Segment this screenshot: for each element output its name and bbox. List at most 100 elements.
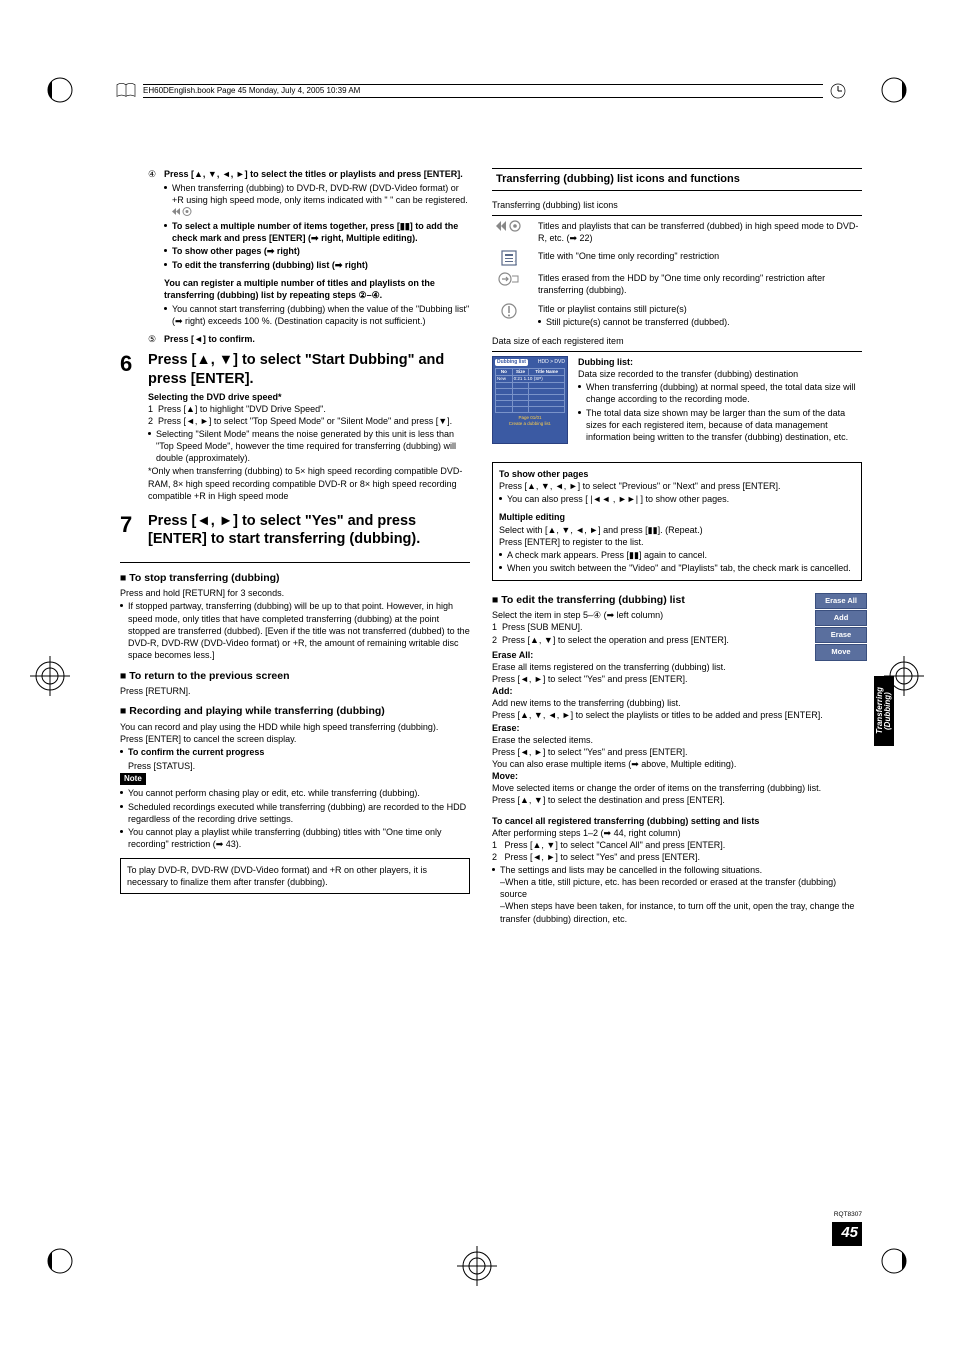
- dubbing-list-box: Dubbing list HDD > DVD NoSizeTitle Name …: [492, 356, 568, 444]
- pages-multi-box: To show other pages Press [▲, ▼, ◄, ►] t…: [492, 462, 862, 581]
- rec-h: Recording and playing while transferring…: [120, 705, 470, 719]
- edit-h: To edit the transferring (dubbing) list: [492, 593, 862, 607]
- i4: Title or playlist contains still picture…: [538, 303, 862, 329]
- rec-p2: Press [ENTER] to cancel the screen displ…: [120, 733, 470, 745]
- left-column: ④ Press [▲, ▼, ◄, ►] to select the title…: [120, 168, 470, 926]
- edit-menu: Erase All Add Erase Move: [815, 593, 867, 662]
- menu-add[interactable]: Add: [815, 610, 867, 626]
- step4: ④ Press [▲, ▼, ◄, ►] to select the title…: [164, 168, 470, 327]
- step5-num: ⑤: [148, 333, 156, 345]
- move-h: Move:: [492, 770, 862, 782]
- pages-h: To show other pages: [499, 468, 855, 480]
- dub-b2: The total data size shown may be larger …: [578, 407, 862, 443]
- erase-3: You can also erase multiple items (➡ abo…: [492, 758, 862, 770]
- note-label: Note: [120, 773, 146, 786]
- eraseall-1: Erase all items registered on the transf…: [492, 661, 862, 673]
- right-column: Transferring (dubbing) list icons and fu…: [492, 168, 862, 926]
- cancel-0: After performing steps 1–2 (➡ 44, right …: [492, 827, 862, 839]
- dub-title: Dubbing list:: [578, 356, 862, 368]
- step4-num: ④: [148, 168, 156, 180]
- step6-sel: Selecting the DVD drive speed*: [148, 391, 470, 403]
- multi-b2: When you switch between the "Video" and …: [499, 562, 855, 574]
- menu-erase-all[interactable]: Erase All: [815, 593, 867, 609]
- rec-n3: You cannot play a playlist while transfe…: [120, 826, 470, 850]
- cancel-b1: The settings and lists may be cancelled …: [492, 864, 862, 925]
- data-hdr: Data size of each registered item: [492, 335, 862, 347]
- regmark-br: [874, 1241, 914, 1281]
- erase-h: Erase:: [492, 722, 862, 734]
- s4-b4: To edit the transferring (dubbing) list …: [164, 259, 470, 271]
- move-2: Press [▲, ▼] to select the destination a…: [492, 794, 862, 806]
- clock-icon: [829, 82, 847, 100]
- regmark-ml: [30, 656, 70, 696]
- dub-b1: When transferring (dubbing) at normal sp…: [578, 381, 862, 405]
- step7-num: 7: [120, 512, 132, 538]
- page-num: 45: [832, 1222, 862, 1246]
- step4-head: Press [▲, ▼, ◄, ►] to select the titles …: [164, 169, 463, 179]
- rec-p3: Press [STATUS].: [128, 760, 470, 772]
- still-icon: [501, 303, 517, 319]
- multi-b1: A check mark appears. Press [▮▮] again t…: [499, 549, 855, 561]
- multi-h: Multiple editing: [499, 511, 855, 523]
- rec-n2: Scheduled recordings executed while tran…: [120, 801, 470, 825]
- ret-h: To return to the previous screen: [120, 669, 470, 683]
- cancel-h: To cancel all registered transferring (d…: [492, 815, 862, 827]
- pages-p1: Press [▲, ▼, ◄, ►] to select "Previous" …: [499, 480, 855, 492]
- regmark-tr: [874, 70, 914, 110]
- move-1: Move selected items or change the order …: [492, 782, 862, 794]
- step6-l1: 1 Press [▲] to highlight "DVD Drive Spee…: [148, 403, 470, 415]
- edit-l1: 1 Press [SUB MENU].: [492, 621, 792, 633]
- regmark-mc: [457, 1246, 497, 1286]
- rec-p1: You can record and play using the HDD wh…: [120, 721, 470, 733]
- stop-p1: Press and hold [RETURN] for 3 seconds.: [120, 587, 470, 599]
- step6-title: Press [▲, ▼] to select "Start Dubbing" a…: [148, 351, 470, 387]
- pages-b1: You can also press [ |◄◄ , ►►| ] to show…: [499, 493, 855, 505]
- s4-b1: When transferring (dubbing) to DVD-R, DV…: [164, 182, 470, 219]
- menu-move[interactable]: Move: [815, 644, 867, 660]
- highspeed-icon: [496, 220, 522, 232]
- step7-title: Press [◄, ►] to select "Yes" and press […: [148, 512, 470, 548]
- step5: ⑤ Press [◄] to confirm.: [164, 333, 470, 345]
- s4-note1: You can register a multiple number of ti…: [164, 277, 470, 301]
- eraseall-h: Erase All:: [492, 649, 862, 661]
- s4-b5: You cannot start transferring (dubbing) …: [164, 303, 470, 327]
- step6-note: *Only when transferring (dubbing) to 5× …: [148, 465, 470, 501]
- i2: Title with "One time only recording" res…: [538, 250, 862, 262]
- s4-b2: To select a multiple number of items tog…: [164, 220, 470, 244]
- highspeed-icon: [172, 207, 194, 216]
- regmark-tl: [40, 70, 80, 110]
- add-2: Press [▲, ▼, ◄, ►] to select the playlis…: [492, 709, 862, 721]
- cancel-2: 2 Press [◄, ►] to select "Yes" and press…: [492, 851, 862, 863]
- step5-text: Press [◄] to confirm.: [164, 334, 255, 344]
- regmark-bl: [40, 1241, 80, 1281]
- stop-b1: If stopped partway, transferring (dubbin…: [120, 600, 470, 661]
- add-1: Add new items to the transferring (dubbi…: [492, 697, 862, 709]
- menu-erase[interactable]: Erase: [815, 627, 867, 643]
- multi-p2: Press [ENTER] to register to the list.: [499, 536, 855, 548]
- page-number: RQT8307 45: [832, 1211, 862, 1246]
- book-icon: [115, 82, 137, 100]
- edit-sel: Select the item in step 5–④ (➡ left colu…: [492, 609, 792, 621]
- erase-2: Press [◄, ►] to select "Yes" and press […: [492, 746, 862, 758]
- step7: 7 Press [◄, ►] to select "Yes" and press…: [148, 512, 470, 548]
- edit-l2: 2 Press [▲, ▼] to select the operation a…: [492, 634, 792, 646]
- icons-hdr: Transferring (dubbing) list icons: [492, 199, 862, 211]
- rqt: RQT8307: [832, 1211, 862, 1220]
- onetime-icon: 1: [501, 250, 517, 266]
- section-title: Transferring (dubbing) list icons and fu…: [492, 168, 862, 191]
- dub-p1: Data size recorded to the transfer (dubb…: [578, 368, 862, 380]
- cancel-1: 1 Press [▲, ▼] to select "Cancel All" an…: [492, 839, 862, 851]
- header-text: EH60DEnglish.book Page 45 Monday, July 4…: [143, 86, 360, 97]
- erase-1: Erase the selected items.: [492, 734, 862, 746]
- add-h: Add:: [492, 685, 862, 697]
- finalize-box: To play DVD-R, DVD-RW (DVD-Video format)…: [120, 858, 470, 894]
- erased-icon: [498, 272, 520, 286]
- stop-h: To stop transferring (dubbing): [120, 571, 470, 585]
- step6-l2: 2 Press [◄, ►] to select "Top Speed Mode…: [148, 415, 470, 427]
- s4-b3: To show other pages (➡ right): [164, 245, 470, 257]
- i1: Titles and playlists that can be transfe…: [538, 220, 862, 244]
- i3: Titles erased from the HDD by "One time …: [538, 272, 862, 296]
- step6-b1: Selecting "Silent Mode" means the noise …: [148, 428, 470, 464]
- page-header: EH60DEnglish.book Page 45 Monday, July 4…: [115, 82, 847, 100]
- rec-conf: To confirm the current progress: [120, 746, 470, 758]
